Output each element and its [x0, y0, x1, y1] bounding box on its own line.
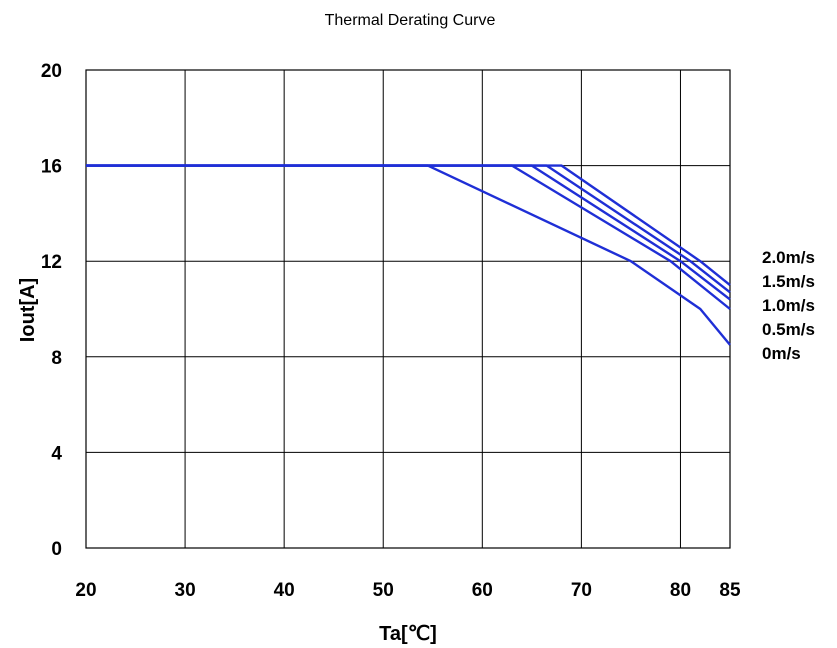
series-line-2	[86, 164, 731, 301]
legend-entry-3: 0.5m/s	[762, 320, 815, 339]
series-line-1	[86, 164, 731, 294]
legend-entry-0: 2.0m/s	[762, 248, 815, 267]
legend: 2.0m/s 1.5m/s 1.0m/s 0.5m/s 0m/s	[762, 248, 815, 363]
series-lines	[86, 164, 731, 346]
x-tick-50: 50	[373, 580, 394, 601]
plot-area	[85, 69, 731, 549]
y-tick-16: 16	[41, 157, 62, 178]
series-line-0	[86, 164, 731, 287]
legend-entry-2: 1.0m/s	[762, 296, 815, 315]
y-tick-labels: 0 4 8 12 16 20	[41, 61, 63, 560]
x-tick-20: 20	[75, 580, 96, 601]
y-axis-label: Iout[A]	[17, 278, 39, 342]
x-tick-30: 30	[175, 580, 196, 601]
x-tick-40: 40	[274, 580, 295, 601]
y-tick-12: 12	[41, 252, 62, 273]
legend-entry-1: 1.5m/s	[762, 272, 815, 291]
x-tick-labels: 20 30 40 50 60 70 80 85	[75, 580, 741, 601]
x-tick-85: 85	[719, 580, 741, 601]
y-tick-0: 0	[51, 539, 62, 560]
y-tick-8: 8	[51, 348, 62, 369]
x-tick-70: 70	[571, 580, 592, 601]
series-line-3	[86, 164, 731, 310]
x-tick-80: 80	[670, 580, 691, 601]
grid-lines	[86, 70, 730, 548]
legend-entry-4: 0m/s	[762, 344, 801, 363]
series-line-4	[86, 164, 731, 346]
y-tick-20: 20	[41, 61, 62, 82]
y-tick-4: 4	[51, 443, 62, 464]
chart-title: Thermal Derating Curve	[325, 12, 496, 29]
x-tick-60: 60	[472, 580, 493, 601]
x-axis-label: Ta[℃]	[379, 623, 437, 645]
